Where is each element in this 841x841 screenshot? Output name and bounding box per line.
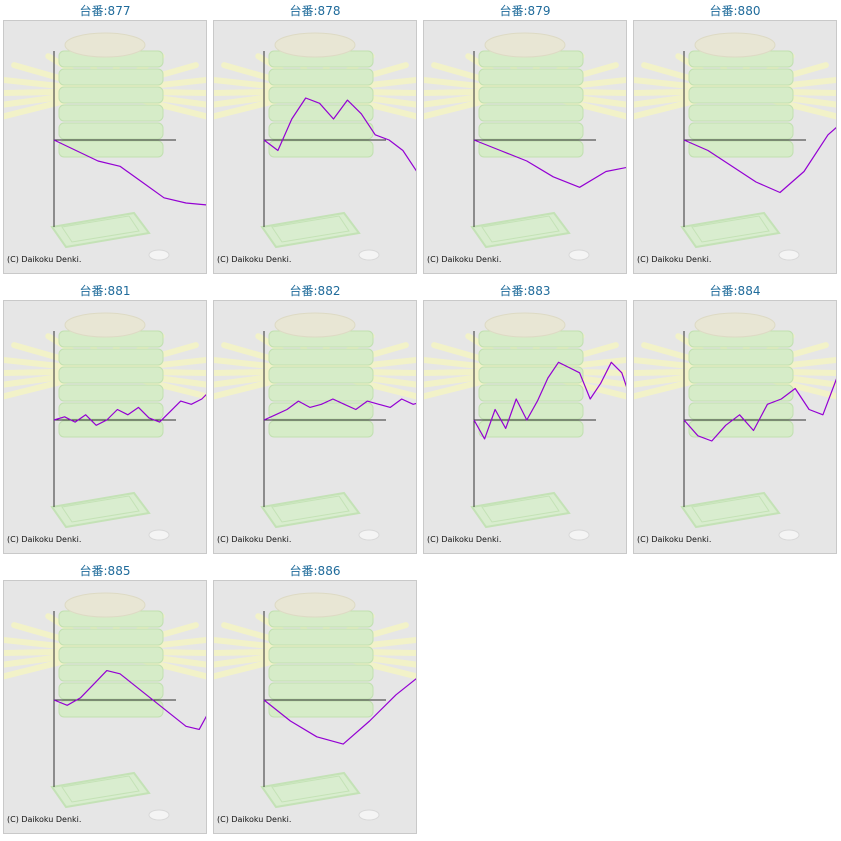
- background-illustration: [214, 32, 416, 261]
- chart-title: 台番:882: [289, 284, 341, 298]
- chart-title: 台番:880: [709, 4, 761, 18]
- chart-card: (C) Daikoku Denki.: [213, 300, 417, 554]
- series-line: [53, 669, 206, 730]
- copyright-text: (C) Daikoku Denki.: [217, 815, 292, 824]
- copyright-text: (C) Daikoku Denki.: [427, 255, 502, 264]
- chart-title: 台番:883: [499, 284, 551, 298]
- chart-card: (C) Daikoku Denki.: [3, 20, 207, 274]
- chart-svg: [424, 32, 626, 261]
- copyright-text: (C) Daikoku Denki.: [637, 535, 712, 544]
- chart-title: 台番:879: [499, 4, 551, 18]
- copyright-text: (C) Daikoku Denki.: [217, 535, 292, 544]
- background-illustration: [4, 592, 206, 821]
- chart-svg: [4, 32, 206, 261]
- series-line: [473, 361, 626, 440]
- chart-title: 台番:877: [79, 4, 131, 18]
- chart-title: 台番:881: [79, 284, 131, 298]
- chart-svg: [4, 312, 206, 541]
- chart-svg: [214, 312, 416, 541]
- series-line: [263, 678, 416, 745]
- background-illustration: [4, 312, 206, 541]
- background-illustration: [214, 592, 416, 821]
- chart-card: (C) Daikoku Denki.: [423, 300, 627, 554]
- background-illustration: [424, 312, 626, 541]
- chart-title: 台番:885: [79, 564, 131, 578]
- copyright-text: (C) Daikoku Denki.: [427, 535, 502, 544]
- chart-card: (C) Daikoku Denki.: [213, 20, 417, 274]
- series-line: [263, 398, 416, 421]
- chart-svg: [634, 312, 836, 541]
- chart-card: (C) Daikoku Denki.: [3, 580, 207, 834]
- background-illustration: [214, 312, 416, 541]
- series-line: [53, 393, 206, 426]
- series-line: [683, 127, 836, 194]
- chart-card: (C) Daikoku Denki.: [423, 20, 627, 274]
- chart-title: 台番:884: [709, 284, 761, 298]
- chart-svg: [634, 32, 836, 261]
- background-illustration: [634, 312, 836, 541]
- copyright-text: (C) Daikoku Denki.: [7, 535, 82, 544]
- chart-card: (C) Daikoku Denki.: [3, 300, 207, 554]
- copyright-text: (C) Daikoku Denki.: [7, 815, 82, 824]
- chart-card: (C) Daikoku Denki.: [633, 20, 837, 274]
- chart-svg: [424, 312, 626, 541]
- background-illustration: [424, 32, 626, 261]
- chart-svg: [4, 592, 206, 821]
- copyright-text: (C) Daikoku Denki.: [217, 255, 292, 264]
- series-line: [263, 97, 416, 172]
- series-line: [683, 378, 836, 442]
- background-illustration: [4, 32, 206, 261]
- background-illustration: [634, 32, 836, 261]
- copyright-text: (C) Daikoku Denki.: [7, 255, 82, 264]
- chart-svg: [214, 32, 416, 261]
- chart-title: 台番:878: [289, 4, 341, 18]
- chart-title: 台番:886: [289, 564, 341, 578]
- series-line: [53, 139, 206, 206]
- chart-card: (C) Daikoku Denki.: [633, 300, 837, 554]
- copyright-text: (C) Daikoku Denki.: [637, 255, 712, 264]
- chart-card: (C) Daikoku Denki.: [213, 580, 417, 834]
- chart-svg: [214, 592, 416, 821]
- series-line: [473, 139, 626, 188]
